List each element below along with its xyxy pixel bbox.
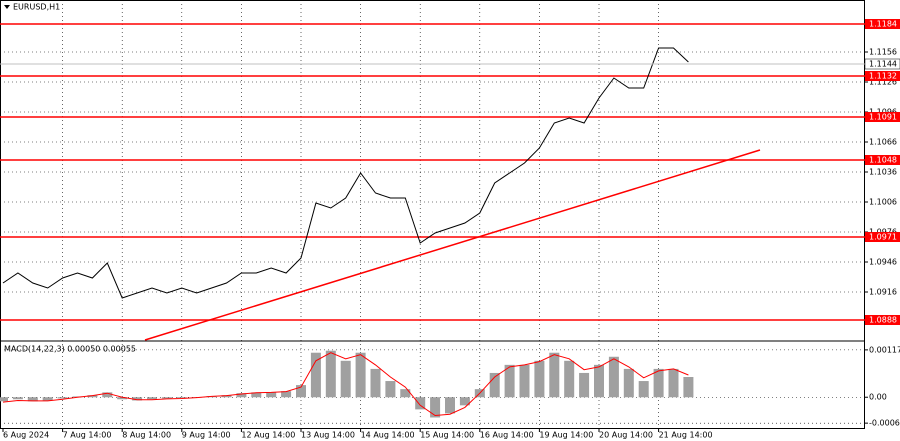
current-price-label: 1.1144: [869, 60, 897, 69]
macd-bar: [579, 372, 590, 398]
x-tick-label: 9 Aug 14:00: [182, 431, 231, 440]
x-tick-label: 7 Aug 14:00: [63, 431, 112, 440]
level-label: 1.1132: [869, 72, 897, 81]
macd-bar: [638, 381, 649, 398]
y-tick-label: -0.00064: [869, 419, 900, 428]
macd-bar: [683, 377, 694, 398]
x-tick-label: 13 Aug 14:00: [301, 431, 355, 440]
y-tick-label: 1.1036: [869, 168, 897, 177]
macd-bar: [370, 368, 381, 398]
macd-bar: [340, 360, 351, 398]
level-label-box: [865, 71, 900, 81]
macd-bar: [549, 352, 560, 398]
level-label: 1.1184: [869, 20, 897, 29]
current-price-box: [864, 58, 900, 70]
macd-bar: [385, 381, 396, 398]
macd-bar: [489, 372, 500, 398]
macd-bar: [400, 389, 411, 398]
macd-bar: [623, 368, 634, 398]
y-tick-label: 1.1066: [869, 138, 897, 147]
macd-bar: [221, 395, 232, 398]
level-label: 1.1048: [869, 156, 897, 165]
macd-bar: [296, 385, 306, 398]
y-tick-label: 0.00: [869, 393, 887, 402]
x-tick-label: 19 Aug 14:00: [539, 431, 593, 440]
macd-bar: [430, 397, 441, 418]
macd-bar: [251, 392, 262, 398]
macd-bar: [102, 392, 113, 398]
macd-bar: [57, 397, 68, 399]
x-tick-label: 20 Aug 14:00: [599, 431, 653, 440]
level-label: 1.1091: [869, 113, 897, 122]
y-tick-label: 1.0916: [869, 288, 897, 297]
x-tick-label: 15 Aug 14:00: [420, 431, 474, 440]
macd-bar: [504, 364, 515, 398]
macd-bar: [459, 397, 470, 406]
x-tick-label: 14 Aug 14:00: [361, 431, 415, 440]
price-line: [2, 47, 689, 299]
y-tick-label: 0.00117: [869, 345, 900, 354]
x-tick-label: 6 Aug 2024: [3, 431, 49, 440]
level-label-box: [865, 112, 900, 122]
macd-label: MACD(14,22,3) 0.00050 0.00055: [4, 345, 136, 354]
signal-line: [2, 352, 689, 417]
level-label: 1.0888: [869, 316, 897, 325]
y-tick-label: 1.1006: [869, 198, 897, 207]
macd-bar: [117, 397, 128, 400]
macd-bar: [519, 364, 530, 398]
macd-bar: [594, 364, 604, 398]
macd-bar: [176, 397, 187, 399]
macd-bar: [415, 397, 426, 410]
macd-bar: [0, 397, 8, 402]
frame: [0, 0, 865, 429]
macd-bar: [534, 360, 545, 398]
y-tick-label: 1.1126: [869, 78, 897, 87]
level-label-box: [865, 315, 900, 325]
chart-title: EURUSD,H1: [13, 3, 60, 12]
x-tick-label: 16 Aug 14:00: [480, 431, 534, 440]
level-label: 1.0971: [869, 233, 897, 242]
macd-bar: [42, 397, 53, 401]
macd-bar: [310, 352, 321, 398]
level-label-box: [865, 19, 900, 29]
macd-bar: [161, 397, 172, 399]
x-tick-label: 8 Aug 14:00: [122, 431, 171, 440]
macd-bar: [445, 397, 455, 414]
macd-bar: [608, 356, 619, 398]
macd-bar: [132, 397, 143, 401]
y-tick-label: 1.1156: [869, 48, 897, 57]
macd-bar: [236, 393, 247, 398]
level-label-box: [865, 155, 900, 165]
macd-bar: [87, 395, 98, 398]
macd-bar: [564, 360, 575, 398]
macd-bar: [668, 368, 679, 398]
trend-line: [144, 149, 761, 341]
x-tick-label: 12 Aug 14:00: [241, 431, 295, 440]
macd-bar: [325, 350, 336, 398]
macd-bar: [12, 397, 23, 400]
macd-bar: [653, 368, 664, 398]
level-label-box: [865, 232, 900, 242]
macd-bar: [27, 397, 38, 402]
x-tick-label: 21 Aug 14:00: [659, 431, 713, 440]
title-arrow: [4, 5, 10, 9]
macd-bar: [281, 391, 292, 398]
macd-bar: [266, 391, 277, 398]
macd-bar: [355, 352, 366, 398]
macd-bar: [147, 397, 157, 400]
y-tick-label: 1.0946: [869, 258, 897, 267]
